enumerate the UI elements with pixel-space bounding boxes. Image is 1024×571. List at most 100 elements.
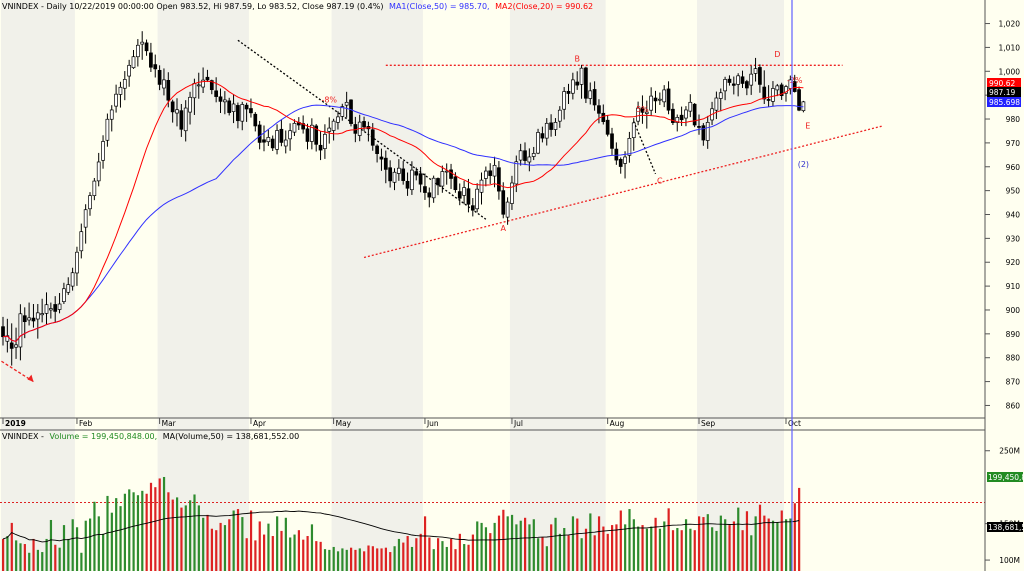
volume-bar [132,492,135,571]
candle-body-down [679,114,684,121]
volume-bar [763,515,766,571]
volume-bar [93,501,96,571]
volume-bar [684,519,688,571]
volume-bar [15,540,18,571]
candle-body-up [292,122,297,133]
candle [114,84,118,113]
candle-body-up [79,231,84,252]
candle-body-up [44,304,49,314]
volume-bar [611,525,614,571]
volume-bar [136,495,140,571]
volume-bar [676,528,679,571]
volume-ma-line [2,510,800,543]
candle [122,71,127,101]
volume-bar [119,506,122,571]
candle [653,90,658,114]
candle-body-up [283,139,288,147]
volume-bar [680,530,683,571]
candle-body-down [349,99,353,124]
candle-body-down [262,139,266,143]
volume-bar [345,549,348,571]
candle-body-up [40,313,45,316]
volume-bar [206,514,209,571]
candle-body-up [340,106,345,117]
candle-body-down [157,69,162,85]
price-tick-label: 1,000 [999,67,1021,76]
volume-bar [423,516,427,571]
volume-bar [19,543,22,571]
volume-bar [650,526,653,571]
candle [66,277,71,295]
candle [401,161,406,185]
candle [1,316,5,346]
volume-bar [463,544,466,571]
candle [48,302,53,319]
candle-body-up [136,44,140,58]
candle [96,152,101,187]
price-header-ohlc: VNINDEX - Daily 10/22/2019 00:00:00 Open… [2,2,384,11]
candle [88,192,92,216]
candle [492,156,497,188]
candle-body-up [475,188,479,210]
svg-text:987.19: 987.19 [989,88,1015,97]
volume-bar [28,552,31,571]
volume-bar [323,549,327,571]
volume-bar [284,517,287,571]
wedge-line [633,121,657,175]
candle-body-up [479,179,484,193]
candle-body-down [301,123,305,130]
candle-body-up [131,56,136,69]
candle-body-up [240,104,245,122]
candle-body-down [640,107,645,113]
candle [136,39,140,67]
volume-bar [258,521,261,571]
volume-bar [293,534,296,571]
candle-body-up [66,284,71,293]
candle-body-down [166,80,171,101]
volume-bar [671,530,675,571]
candle-body-down [227,100,232,113]
x-tick-label: Mar [162,419,177,428]
month-band [1,0,75,571]
volume-bar [406,536,409,571]
candle-body-up [749,73,754,86]
candle-body-down [418,173,423,185]
volume-bar [180,507,183,571]
candle-body-up [122,79,127,89]
volume-bar [354,549,357,571]
volume-bar [454,549,457,571]
candle-body-down [601,112,606,122]
candle-body-down [584,67,588,99]
price-tick-label: 940 [1006,211,1021,220]
x-tick-label: Apr [253,419,267,428]
volume-bar [10,522,13,571]
volume-bar [402,542,405,571]
candle [405,172,410,196]
candle [657,92,662,105]
volume-bar [202,517,205,571]
price-tick-label: 970 [1006,139,1021,148]
candle [292,119,297,136]
candle [275,124,279,155]
volume-bar [711,527,714,571]
volume-bar [750,535,753,571]
volume-bar [245,538,248,571]
candle [170,99,175,123]
candle [196,72,201,99]
volume-bar [771,520,775,571]
candle-body-up [636,107,640,122]
volume-bar [128,489,131,571]
ma50-line [2,104,804,342]
volume-bar [706,514,709,571]
volume-bar [441,541,444,571]
candle [205,69,210,83]
candle-body-down [671,108,675,123]
candle-body-up [718,92,723,99]
candle [727,75,732,86]
candle-body-down [305,128,310,142]
candle [536,128,540,155]
candle [388,160,392,188]
candle-body-down [766,99,771,101]
candle [266,129,271,146]
